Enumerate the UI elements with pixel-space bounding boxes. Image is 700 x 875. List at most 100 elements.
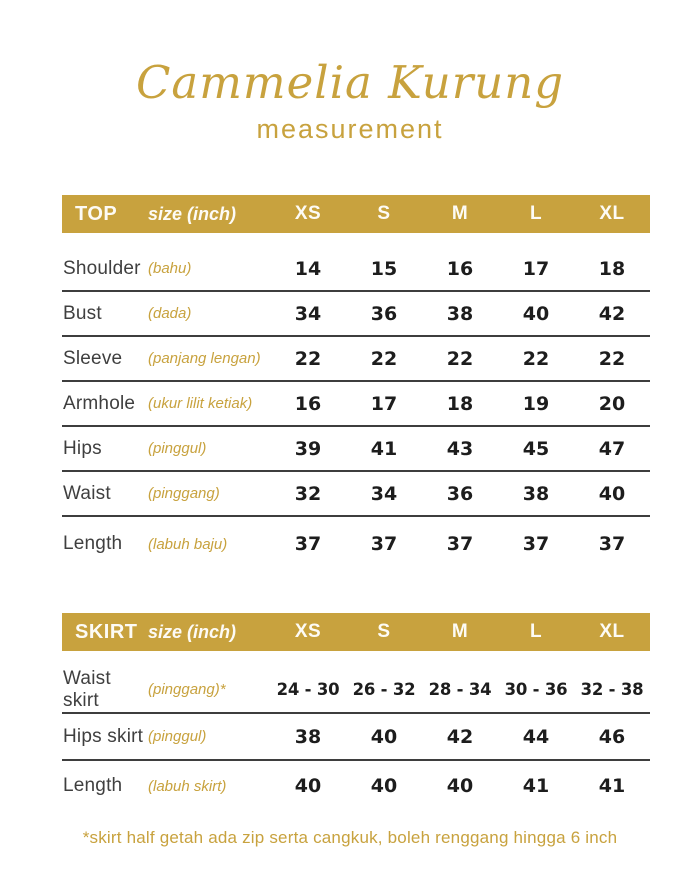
cell-m: 42	[446, 725, 474, 748]
cell-s: 40	[370, 775, 398, 797]
top-size-table: TOP size (inch) XS S M L XL Shoulder (ba…	[62, 195, 650, 571]
cell-m: 38	[446, 302, 474, 325]
cell-xl: 18	[598, 257, 626, 280]
cell-xs: 37	[294, 533, 322, 555]
cell-s: 40	[370, 725, 398, 748]
size-col-xl: XL	[599, 203, 625, 224]
cell-xl: 41	[598, 775, 626, 797]
row-translation: (labuh baju)	[148, 535, 228, 553]
row-label: Waist	[63, 482, 111, 504]
row-translation: (pinggul)	[148, 728, 207, 745]
cell-m: 43	[446, 437, 474, 460]
size-col-l: L	[529, 621, 543, 642]
row-shoulder: Shoulder (bahu) 14 15 16 17 18	[62, 233, 650, 292]
cell-l: 41	[522, 775, 550, 797]
skirt-footnote: *skirt half getah ada zip serta cangkuk,…	[82, 828, 618, 847]
row-label: Bust	[63, 302, 102, 324]
row-label: Sleeve	[63, 347, 123, 369]
size-unit-label: size (inch)	[148, 203, 237, 224]
table-name: SKIRT	[75, 620, 138, 643]
cell-xs: 40	[294, 775, 322, 797]
table-name: TOP	[75, 202, 118, 225]
cell-l: 22	[522, 347, 550, 370]
row-length-skirt: Length (labuh skirt) 40 40 40 41 41	[62, 761, 650, 811]
cell-xs: 38	[294, 725, 322, 748]
cell-m: 40	[446, 775, 474, 797]
skirt-table-header-bar: SKIRT size (inch) XS S M L XL	[62, 613, 650, 651]
cell-xl: 40	[598, 482, 626, 505]
row-armhole: Armhole (ukur lilit ketiak) 16 17 18 19 …	[62, 382, 650, 427]
row-translation: (labuh skirt)	[148, 777, 227, 795]
row-translation: (dada)	[148, 305, 192, 322]
cell-m: 36	[446, 482, 474, 505]
cell-l: 37	[522, 533, 550, 555]
row-label: Armhole	[63, 392, 136, 414]
cell-l: 30 - 36	[504, 680, 568, 699]
row-hips: Hips (pinggul) 39 41 43 45 47	[62, 427, 650, 472]
cell-s: 41	[370, 437, 398, 460]
row-waist-skirt: Waist skirt (pinggang)* 24 - 30 26 - 32 …	[62, 651, 650, 714]
size-col-xs: XS	[294, 203, 322, 224]
row-label: Length	[63, 533, 123, 554]
cell-s: 22	[370, 347, 398, 370]
cell-s: 36	[370, 302, 398, 325]
cell-xl: 37	[598, 533, 626, 555]
row-translation: (pinggang)*	[148, 681, 226, 698]
row-label: Waist skirt	[63, 667, 111, 711]
skirt-table-rows: Waist skirt (pinggang)* 24 - 30 26 - 32 …	[62, 651, 650, 811]
cell-l: 44	[522, 725, 550, 748]
row-translation: (bahu)	[148, 260, 192, 277]
cell-xl: 22	[598, 347, 626, 370]
cell-xl: 46	[598, 725, 626, 748]
cell-xs: 24 - 30	[276, 680, 340, 699]
page-subtitle: measurement	[256, 114, 444, 144]
size-col-s: S	[377, 203, 391, 224]
row-label: Shoulder	[63, 257, 141, 279]
row-label: Length	[63, 775, 123, 796]
cell-l: 17	[522, 257, 550, 280]
skirt-size-table: SKIRT size (inch) XS S M L XL Waist skir…	[62, 613, 650, 811]
page-title: Cammelia Kurung	[135, 56, 565, 109]
row-translation: (panjang lengan)	[148, 350, 261, 367]
row-translation: (pinggang)	[148, 485, 220, 502]
cell-s: 26 - 32	[352, 680, 416, 699]
cell-m: 18	[446, 392, 474, 415]
row-label: Hips	[63, 437, 102, 459]
size-col-l: L	[529, 203, 543, 224]
cell-l: 38	[522, 482, 550, 505]
cell-m: 16	[446, 257, 474, 280]
header: Cammelia Kurung measurement	[0, 0, 700, 146]
row-bust: Bust (dada) 34 36 38 40 42	[62, 292, 650, 337]
row-sleeve: Sleeve (panjang lengan) 22 22 22 22 22	[62, 337, 650, 382]
cell-s: 34	[370, 482, 398, 505]
cell-s: 15	[370, 257, 398, 280]
size-col-m: M	[451, 621, 469, 642]
size-col-m: M	[451, 203, 469, 224]
cell-xl: 47	[598, 437, 626, 460]
cell-xl: 42	[598, 302, 626, 325]
cell-l: 19	[522, 392, 550, 415]
row-length-top: Length (labuh baju) 37 37 37 37 37	[62, 517, 650, 571]
row-translation: (pinggul)	[148, 440, 207, 457]
top-table-rows: Shoulder (bahu) 14 15 16 17 18 Bust (dad…	[62, 233, 650, 571]
cell-m: 37	[446, 533, 474, 555]
cell-xs: 14	[294, 257, 322, 280]
size-col-s: S	[377, 621, 391, 642]
size-col-xs: XS	[294, 621, 322, 642]
row-waist: Waist (pinggang) 32 34 36 38 40	[62, 472, 650, 517]
cell-xs: 34	[294, 302, 322, 325]
cell-m: 22	[446, 347, 474, 370]
cell-xs: 22	[294, 347, 322, 370]
row-label: Hips skirt	[63, 725, 144, 747]
cell-s: 37	[370, 533, 398, 555]
cell-xl: 20	[598, 392, 626, 415]
top-table-header-bar: TOP size (inch) XS S M L XL	[62, 195, 650, 233]
cell-m: 28 - 34	[428, 680, 492, 699]
size-unit-label: size (inch)	[148, 621, 237, 642]
cell-s: 17	[370, 392, 398, 415]
cell-l: 45	[522, 437, 550, 460]
cell-xs: 32	[294, 482, 322, 505]
size-col-xl: XL	[599, 621, 625, 642]
cell-xs: 39	[294, 437, 322, 460]
